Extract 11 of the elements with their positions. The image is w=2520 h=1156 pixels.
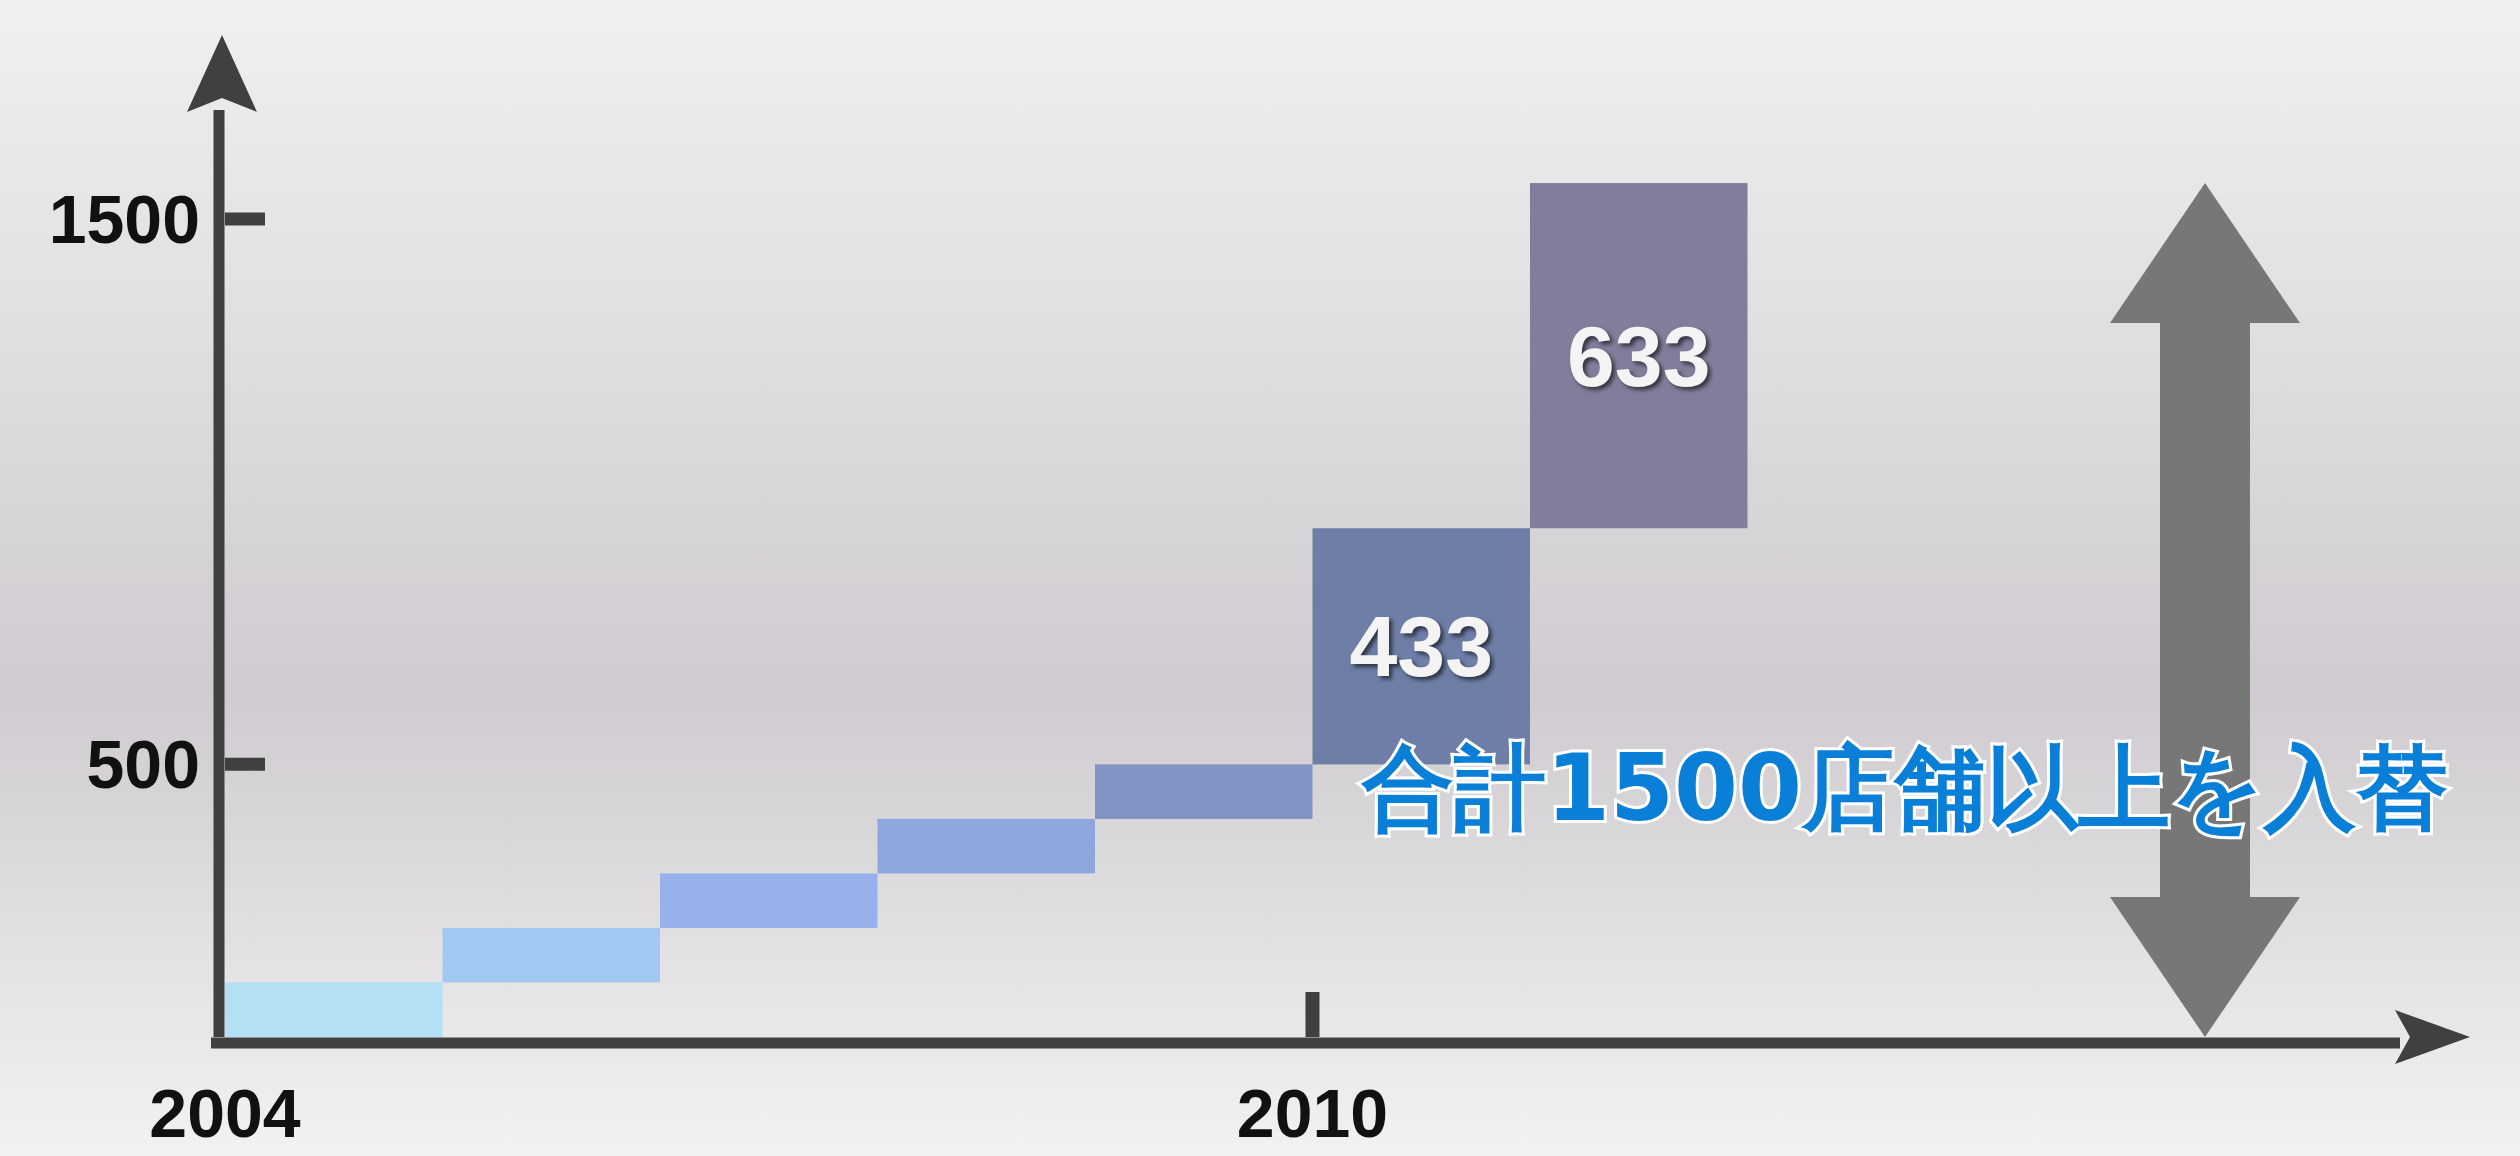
bar: [225, 982, 443, 1037]
x-tick-label: 2004: [149, 1075, 301, 1151]
data-label: 633: [1567, 307, 1711, 404]
x-tick-label: 2010: [1236, 1075, 1389, 1151]
bar: [1095, 764, 1313, 819]
bar: [660, 873, 878, 928]
y-tick-label: 500: [86, 726, 200, 803]
bar: [877, 818, 1095, 874]
y-tick-label: 1500: [48, 181, 200, 258]
bar: [442, 927, 660, 983]
data-label: 433: [1349, 598, 1493, 695]
